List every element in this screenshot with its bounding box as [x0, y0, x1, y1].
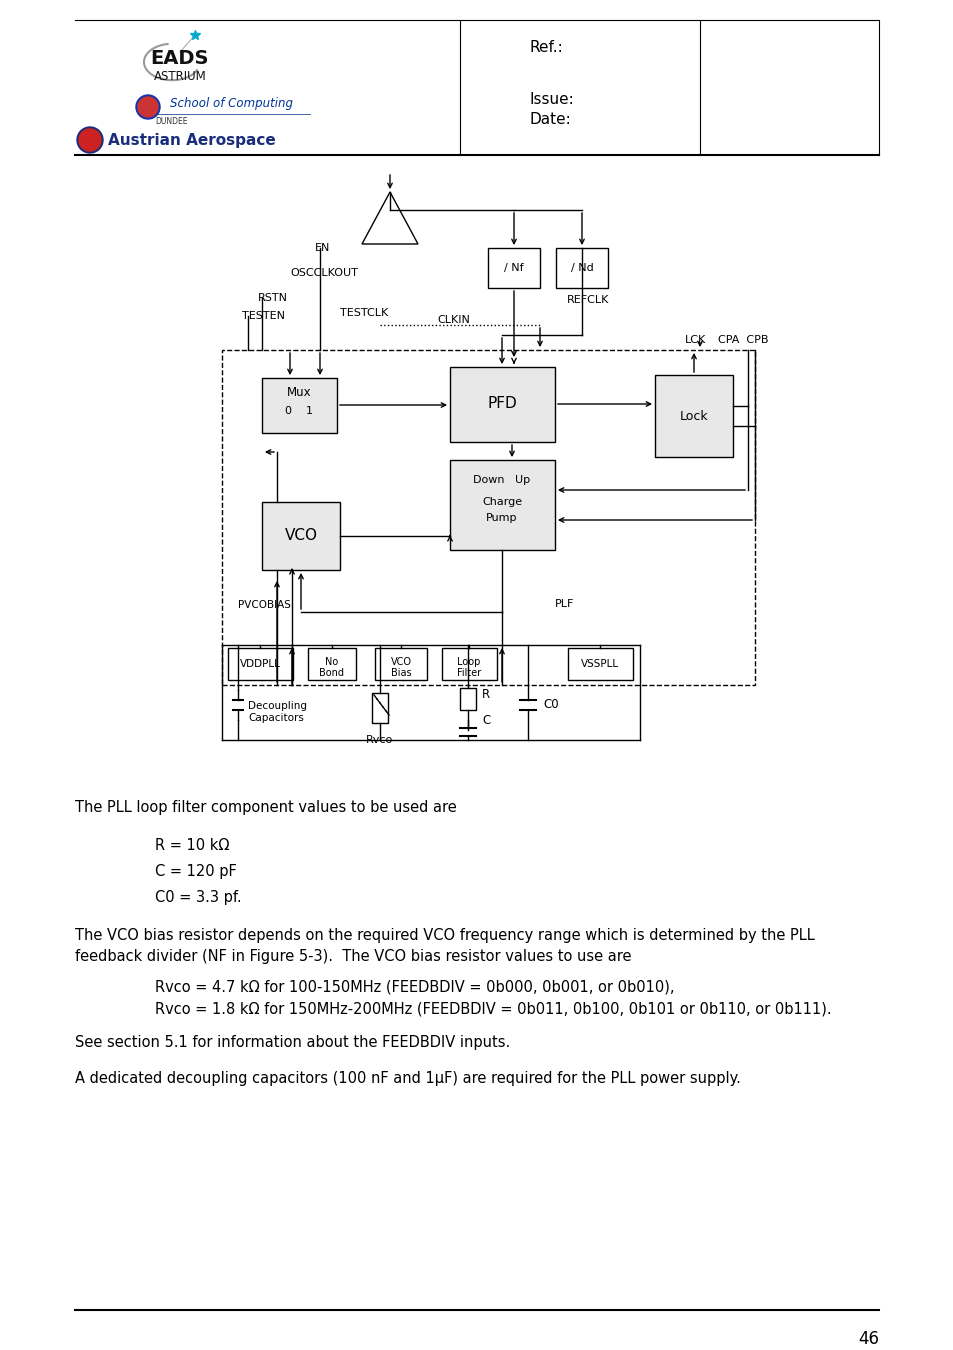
Bar — [308, 648, 355, 680]
Text: Ref.:: Ref.: — [530, 40, 563, 55]
Text: R = 10 kΩ: R = 10 kΩ — [154, 838, 229, 853]
Text: A dedicated decoupling capacitors (100 nF and 1μF) are required for the PLL powe: A dedicated decoupling capacitors (100 n… — [75, 1071, 740, 1085]
Text: Rvco = 1.8 kΩ for 150MHz-200MHz (FEEDBDIV = 0b011, 0b100, 0b101 or 0b110, or 0b1: Rvco = 1.8 kΩ for 150MHz-200MHz (FEEDBDI… — [154, 1002, 831, 1017]
Text: School of Computing: School of Computing — [170, 96, 293, 109]
Text: OSCCLKOUT: OSCCLKOUT — [290, 269, 357, 278]
Text: PVCOBIAS: PVCOBIAS — [237, 599, 291, 610]
Text: / Nf: / Nf — [503, 263, 523, 273]
Text: feedback divider (NF in Figure 5-3).  The VCO bias resistor values to use are: feedback divider (NF in Figure 5-3). The… — [75, 949, 631, 964]
Text: The VCO bias resistor depends on the required VCO frequency range which is deter: The VCO bias resistor depends on the req… — [75, 927, 814, 944]
Text: C: C — [481, 714, 490, 726]
Text: VDDPLL: VDDPLL — [239, 659, 280, 670]
Bar — [441, 648, 497, 680]
Text: VCO: VCO — [284, 528, 317, 544]
Text: Date:: Date: — [530, 112, 571, 127]
Text: EADS: EADS — [151, 49, 209, 68]
Circle shape — [136, 95, 160, 119]
Bar — [450, 460, 555, 549]
Text: TESTEN: TESTEN — [242, 310, 285, 321]
Text: Charge: Charge — [481, 497, 521, 508]
Text: 46: 46 — [857, 1330, 878, 1349]
Text: Decoupling: Decoupling — [248, 701, 307, 711]
Text: TESTCLK: TESTCLK — [339, 308, 388, 319]
Text: No: No — [325, 657, 338, 667]
Text: 0    1: 0 1 — [285, 406, 313, 416]
Text: The PLL loop filter component values to be used are: The PLL loop filter component values to … — [75, 801, 456, 815]
Text: Rvco = 4.7 kΩ for 100-150MHz (FEEDBDIV = 0b000, 0b001, or 0b010),: Rvco = 4.7 kΩ for 100-150MHz (FEEDBDIV =… — [154, 980, 674, 995]
Text: DUNDEE: DUNDEE — [154, 116, 188, 126]
Bar — [567, 648, 633, 680]
Bar — [372, 693, 388, 724]
Text: VCO: VCO — [390, 657, 411, 667]
Bar — [222, 350, 754, 684]
Text: CPA  CPB: CPA CPB — [718, 335, 768, 346]
Bar — [262, 378, 336, 433]
Bar — [228, 648, 293, 680]
Bar — [262, 502, 339, 570]
Bar — [556, 248, 607, 288]
Text: Austrian Aerospace: Austrian Aerospace — [108, 132, 275, 147]
Text: Lock: Lock — [679, 409, 707, 423]
Text: C0 = 3.3 pf.: C0 = 3.3 pf. — [154, 890, 241, 905]
Bar — [488, 248, 539, 288]
Text: Bond: Bond — [319, 668, 344, 678]
Bar — [375, 648, 427, 680]
Text: ASTRIUM: ASTRIUM — [153, 69, 206, 82]
Text: Issue:: Issue: — [530, 92, 574, 107]
Bar — [459, 688, 476, 710]
Bar — [655, 375, 732, 458]
Text: R: R — [481, 687, 490, 701]
Circle shape — [77, 127, 103, 153]
Text: REFCLK: REFCLK — [566, 296, 609, 305]
Text: CLKIN: CLKIN — [436, 315, 470, 325]
Text: Capacitors: Capacitors — [248, 713, 304, 724]
Text: Mux: Mux — [287, 386, 311, 398]
Text: PLF: PLF — [555, 599, 574, 609]
Text: / Nd: / Nd — [570, 263, 593, 273]
Circle shape — [79, 130, 101, 151]
Text: C0: C0 — [542, 698, 558, 710]
Text: LCK: LCK — [684, 335, 705, 346]
Text: Down   Up: Down Up — [473, 475, 530, 485]
Text: C = 120 pF: C = 120 pF — [154, 864, 236, 879]
Text: See section 5.1 for information about the FEEDBDIV inputs.: See section 5.1 for information about th… — [75, 1035, 510, 1050]
Text: EN: EN — [314, 243, 330, 252]
Text: RSTN: RSTN — [257, 293, 288, 302]
Text: Loop: Loop — [456, 657, 480, 667]
Text: Pump: Pump — [486, 513, 517, 522]
Bar — [450, 367, 555, 441]
Text: VSSPLL: VSSPLL — [580, 659, 618, 670]
Text: Filter: Filter — [456, 668, 480, 678]
Text: Bias: Bias — [391, 668, 411, 678]
Circle shape — [138, 97, 158, 117]
Text: PFD: PFD — [487, 397, 517, 412]
Text: Rvco: Rvco — [366, 734, 394, 745]
